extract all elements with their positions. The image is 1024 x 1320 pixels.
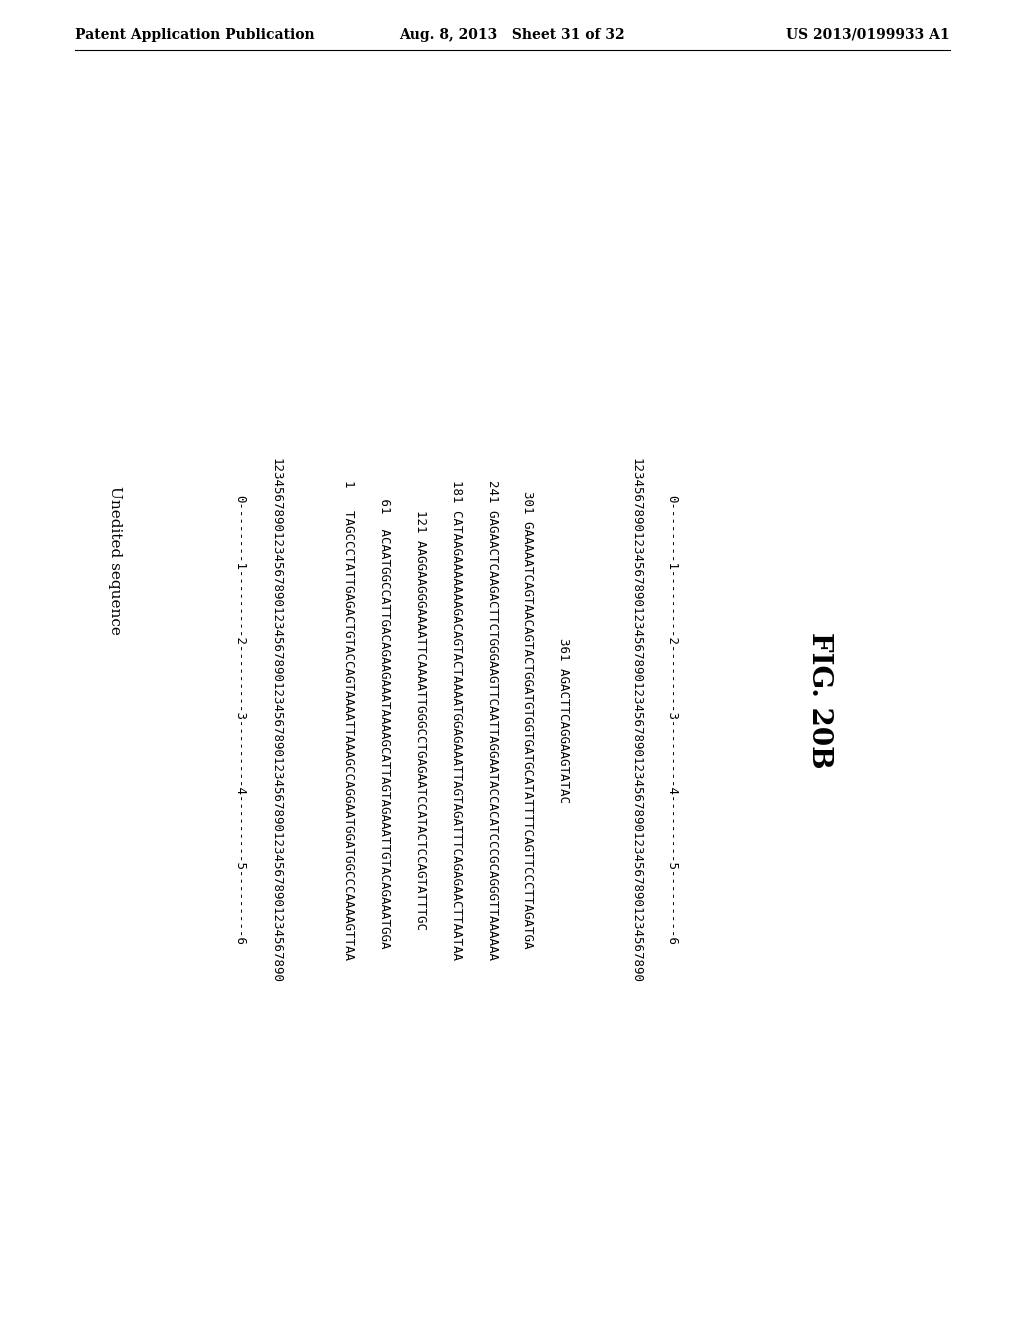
- Text: Aug. 8, 2013   Sheet 31 of 32: Aug. 8, 2013 Sheet 31 of 32: [399, 28, 625, 42]
- Text: Patent Application Publication: Patent Application Publication: [75, 28, 314, 42]
- Text: Unedited sequence: Unedited sequence: [108, 486, 122, 635]
- Text: 1   TAGCCCTATTGAGACTGTACCAGTAAAATTAAAGCCAGGAATGGATGGCCCAAAAGTTAA: 1 TAGCCCTATTGAGACTGTACCAGTAAAATTAAAGCCAG…: [341, 480, 354, 960]
- Text: 0--------1---------2---------3---------4---------5---------6: 0--------1---------2---------3---------4…: [666, 495, 679, 945]
- Text: 1234567890123456789012345678901234567890123456789012345678901234567890: 1234567890123456789012345678901234567890…: [630, 458, 642, 982]
- Text: 61  ACAATGGCCATTGACAGAAGAAATAAAAGCATTAGTAGAAATTGTACAGAAATGGA: 61 ACAATGGCCATTGACAGAAGAAATAAAAGCATTAGTA…: [378, 491, 390, 949]
- Text: 241 GAGAACTCAAGACTTCTGGGAAGTTCAATTAGGAATACCACATCCCGCAGGGTTAAAAAA: 241 GAGAACTCAAGACTTCTGGGAAGTTCAATTAGGAAT…: [485, 480, 499, 960]
- Text: 121 AAGGAAGGGAAAATTCAAAATTGGGCCTGAGAATCCATACTCCAGTATTTGC: 121 AAGGAAGGGAAAATTCAAAATTGGGCCTGAGAATCC…: [414, 510, 427, 931]
- Text: 0--------1---------2---------3---------4---------5---------6: 0--------1---------2---------3---------4…: [233, 495, 247, 945]
- Text: FIG. 20B: FIG. 20B: [807, 632, 834, 768]
- Text: 301 GAAAAATCAGTAACAGTACTGGATGTGGTGATGCATATTTTCAGTTCCCTTAGATGA: 301 GAAAAATCAGTAACAGTACTGGATGTGGTGATGCAT…: [521, 491, 535, 949]
- Text: 181 CATAAGAAAAAAAGACAGTACTAAAATGGAGAAATTAGTAGATTTCAGAGAACTTAATAA: 181 CATAAGAAAAAAAGACAGTACTAAAATGGAGAAATT…: [450, 480, 463, 960]
- Text: 361 AGACTTCAGGAAGTATAC: 361 AGACTTCAGGAAGTATAC: [557, 638, 570, 803]
- Text: 1234567890123456789012345678901234567890123456789012345678901234567890: 1234567890123456789012345678901234567890…: [269, 458, 283, 982]
- Text: US 2013/0199933 A1: US 2013/0199933 A1: [786, 28, 950, 42]
